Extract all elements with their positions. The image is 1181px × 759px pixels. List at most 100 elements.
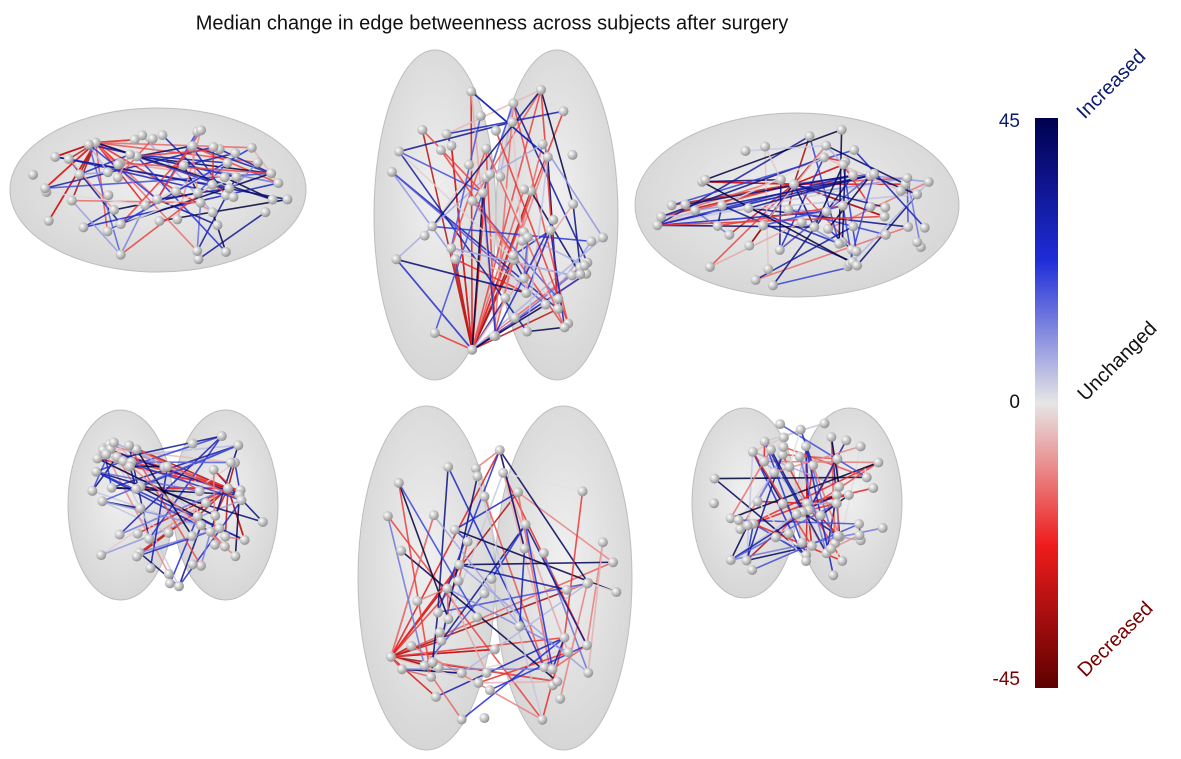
node: [195, 560, 206, 571]
node: [757, 220, 768, 231]
node: [220, 246, 231, 257]
node: [164, 578, 175, 589]
node: [704, 261, 715, 272]
edge: [387, 515, 426, 666]
node: [219, 172, 230, 183]
node: [518, 273, 529, 284]
node: [831, 489, 842, 500]
node: [196, 520, 207, 531]
node: [561, 584, 572, 595]
node: [838, 159, 849, 170]
edge: [105, 453, 170, 575]
edge: [131, 461, 231, 464]
node: [435, 145, 446, 156]
edge: [709, 221, 802, 268]
node: [43, 215, 54, 226]
edge: [433, 514, 521, 627]
edge: [46, 191, 146, 207]
node: [537, 714, 548, 725]
edge: [657, 215, 885, 227]
node: [114, 529, 125, 540]
node: [794, 451, 805, 462]
edge: [471, 236, 604, 351]
edge: [702, 178, 781, 183]
node: [819, 418, 830, 429]
node: [427, 657, 438, 668]
node: [224, 183, 235, 194]
node: [66, 195, 77, 206]
edge: [517, 491, 614, 563]
node: [877, 522, 888, 533]
node: [880, 202, 891, 213]
edge: [471, 200, 514, 256]
node: [385, 651, 396, 662]
edge: [551, 637, 566, 670]
edge: [102, 444, 239, 502]
edge: [526, 326, 565, 333]
node: [540, 299, 551, 310]
node: [656, 211, 667, 222]
node: [106, 482, 117, 493]
node: [521, 287, 532, 298]
node: [559, 322, 570, 333]
edge: [44, 141, 97, 189]
edge: [435, 636, 565, 698]
hemisphere: [9, 107, 307, 273]
node: [680, 199, 691, 210]
edge: [136, 145, 193, 158]
node: [775, 174, 786, 185]
node: [537, 139, 548, 150]
edge: [471, 89, 542, 350]
node: [192, 511, 203, 522]
node: [608, 557, 619, 568]
node: [273, 178, 284, 189]
edge: [398, 482, 432, 677]
node: [131, 551, 142, 562]
node: [583, 667, 594, 678]
edge: [657, 224, 815, 228]
edge: [701, 180, 858, 267]
node: [246, 142, 257, 153]
node: [796, 217, 807, 228]
node: [442, 583, 453, 594]
node: [512, 487, 523, 498]
edge: [440, 149, 566, 328]
edge: [156, 198, 218, 226]
node: [391, 254, 402, 265]
node: [446, 243, 457, 254]
node: [747, 564, 758, 575]
node: [163, 569, 174, 580]
node: [828, 570, 839, 581]
edge: [717, 204, 843, 227]
node: [101, 449, 112, 460]
edge: [95, 141, 252, 149]
node: [228, 192, 239, 203]
node: [103, 190, 114, 201]
edge: [482, 192, 497, 337]
edge: [390, 514, 435, 658]
node: [539, 662, 550, 673]
edge: [446, 588, 450, 620]
node: [552, 303, 563, 314]
edge: [485, 143, 544, 179]
edge: [751, 523, 860, 571]
edge: [71, 200, 122, 256]
node: [230, 551, 241, 562]
node: [463, 159, 474, 170]
node: [784, 461, 795, 472]
node: [801, 556, 812, 567]
node: [225, 457, 236, 468]
node: [847, 170, 858, 181]
node: [869, 168, 880, 179]
edge: [530, 190, 582, 275]
node: [834, 238, 845, 249]
node: [765, 444, 776, 455]
edge: [721, 204, 853, 263]
edge: [471, 192, 484, 350]
node: [236, 495, 247, 506]
node: [257, 516, 268, 527]
colorbar-tick-label: -45: [993, 669, 1020, 690]
edge: [540, 89, 559, 310]
node: [239, 534, 250, 545]
node: [495, 171, 506, 182]
